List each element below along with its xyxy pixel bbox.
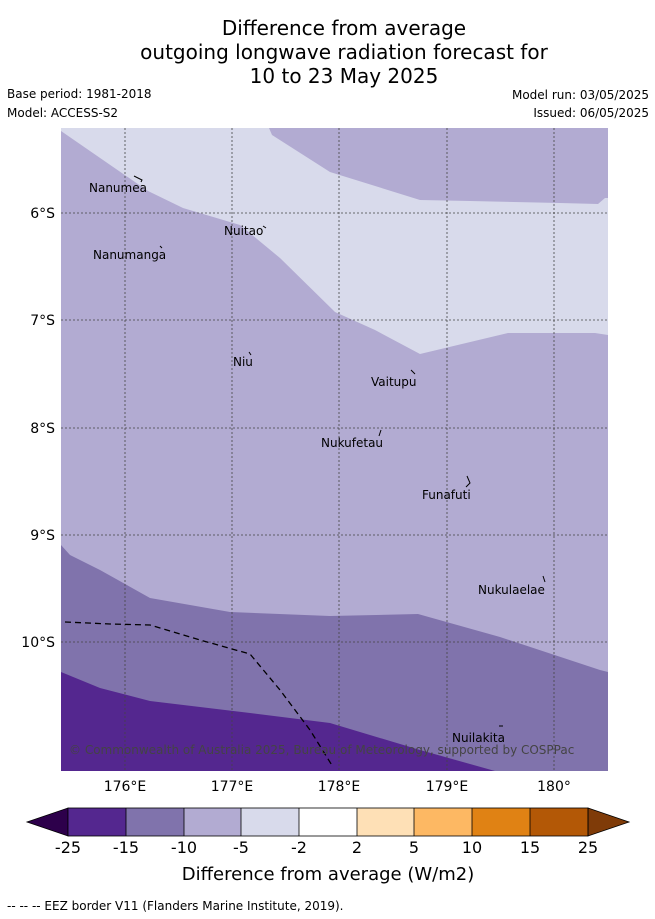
cb-label-minus5: -5 [233, 838, 249, 857]
lat-tick-8s: 8°S [30, 421, 55, 437]
colorbar-bin-5 [299, 808, 357, 836]
island-shape-funafuti [465, 475, 471, 488]
title-line-3: 10 to 23 May 2025 [249, 64, 439, 88]
eez-legend: -- -- -- EEZ border V11 (Flanders Marine… [7, 899, 344, 913]
lon-tick-178e: 178°E [318, 779, 361, 795]
band-minus25-to-minus15 [61, 672, 495, 771]
model-name: Model: ACCESS-S2 [7, 106, 119, 120]
colorbar-dividers [67, 807, 589, 837]
lat-tick-10s: 10°S [21, 635, 55, 651]
colorbar-bin-2 [126, 808, 184, 836]
lon-tick-180: 180° [537, 779, 571, 795]
island-shape-nukulaelae [542, 575, 546, 583]
island-shape-nanumea [133, 175, 143, 183]
issued-date: Issued: 06/05/2025 [533, 106, 649, 120]
colorbar-bin-9 [530, 808, 588, 836]
model-run: Model run: 03/05/2025 [511, 88, 649, 102]
island-labels: Nanumea Nuitao Nanumanga Niu Vaitupu Nuk… [89, 181, 545, 745]
forecast-map: Nanumea Nuitao Nanumanga Niu Vaitupu Nuk… [21, 128, 608, 795]
band-minus5-to-minus2 [61, 128, 608, 354]
colorbar-extend-high [587, 807, 631, 837]
copyright-notice: © Commonwealth of Australia 2025, Bureau… [69, 743, 574, 757]
eez-border [64, 621, 334, 768]
lon-tick-177e: 177°E [211, 779, 254, 795]
colorbar-bin-7 [414, 808, 472, 836]
colorbar-bin-8 [472, 808, 530, 836]
island-shape-vaitupu [410, 369, 416, 375]
cb-label-minus10: -10 [171, 838, 197, 857]
title-line-1: Difference from average [221, 16, 467, 40]
label-nuilakita: Nuilakita [452, 731, 505, 745]
island-shape-nukufetau [378, 429, 382, 437]
label-niu: Niu [233, 355, 253, 369]
cb-label-minus25: -25 [55, 838, 81, 857]
island-shape-nanumanga [159, 245, 163, 249]
colorbar-bin-4 [241, 808, 299, 836]
colorbar: -25 -15 -10 -5 -2 2 5 10 15 25 Differenc… [25, 807, 631, 885]
colorbar-labels: -25 -15 -10 -5 -2 2 5 10 15 25 [55, 838, 598, 857]
colorbar-title: Difference from average (W/m2) [182, 864, 474, 885]
cb-label-2: 2 [352, 838, 362, 857]
lat-tick-7s: 7°S [30, 313, 55, 329]
longitude-ticks: 176°E 177°E 178°E 179°E 180° [104, 779, 571, 795]
label-nukulaelae: Nukulaelae [478, 583, 545, 597]
island-shape-niu [248, 351, 252, 356]
cb-label-15: 15 [520, 838, 540, 857]
island-shape-nuitao [262, 225, 267, 229]
colorbar-bin-6 [357, 808, 414, 836]
label-nanumanga: Nanumanga [93, 248, 166, 262]
cb-label-10: 10 [462, 838, 482, 857]
graticule [61, 128, 608, 771]
latitude-ticks: 6°S 7°S 8°S 9°S 10°S [21, 206, 55, 651]
title-line-2: outgoing longwave radiation forecast for [140, 40, 548, 64]
map-title: Difference from average outgoing longwav… [0, 16, 655, 88]
cb-label-5: 5 [409, 838, 419, 857]
anomaly-field [61, 128, 608, 771]
cb-label-minus2: -2 [291, 838, 307, 857]
colorbar-bin-1 [68, 808, 126, 836]
lat-tick-9s: 9°S [30, 528, 55, 544]
base-period: Base period: 1981-2018 [7, 87, 152, 101]
label-vaitupu: Vaitupu [371, 375, 417, 389]
colorbar-extend-low [25, 807, 69, 837]
label-nuitao: Nuitao [224, 224, 263, 238]
lat-tick-6s: 6°S [30, 206, 55, 222]
cb-label-minus15: -15 [113, 838, 139, 857]
label-funafuti: Funafuti [422, 488, 471, 502]
label-nukufetau: Nukufetau [321, 436, 383, 450]
lon-tick-179e: 179°E [426, 779, 469, 795]
island-outlines [133, 175, 546, 727]
label-nanumea: Nanumea [89, 181, 147, 195]
lon-tick-176e: 176°E [104, 779, 147, 795]
cb-label-25: 25 [578, 838, 598, 857]
colorbar-bin-3 [184, 808, 241, 836]
